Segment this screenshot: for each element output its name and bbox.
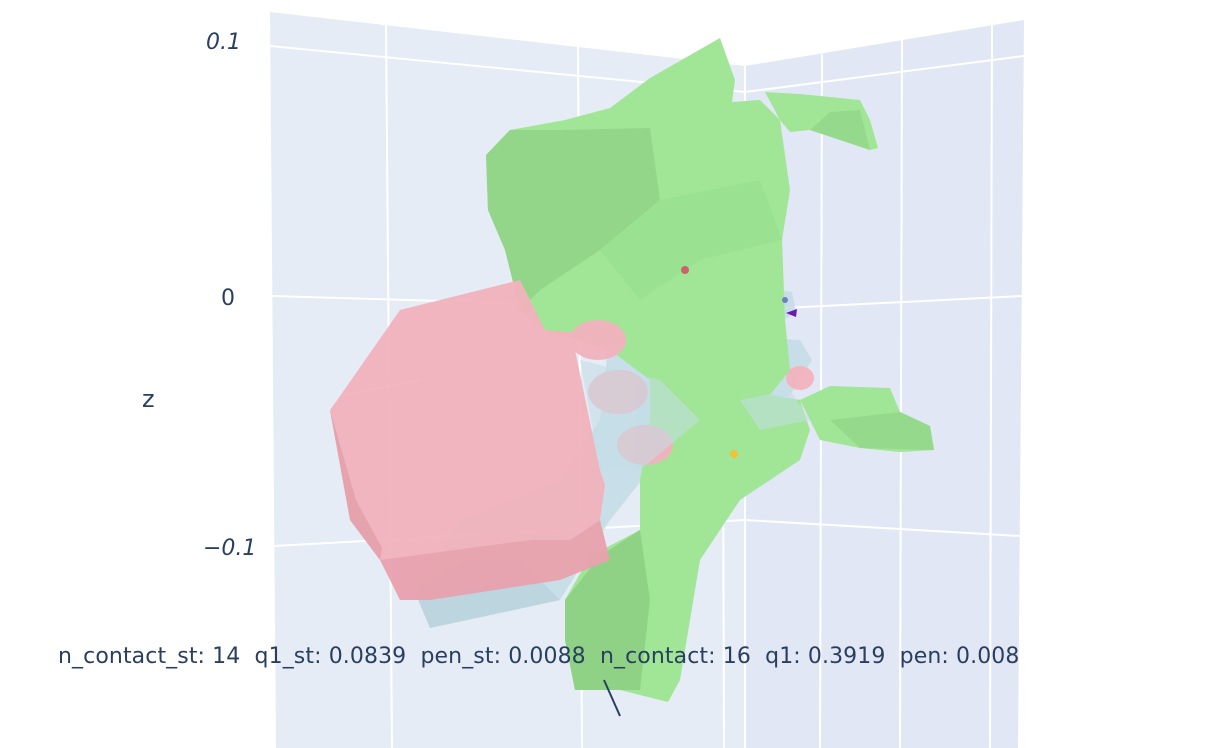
contact-marker-purple <box>786 309 797 317</box>
z-tick-label: 0 <box>221 286 235 311</box>
contact-marker-yellow <box>730 450 738 458</box>
z-axis-label: z <box>142 385 155 413</box>
side-pane <box>745 20 1024 748</box>
contact-stats-annotation: n_contact_st: 14 q1_st: 0.0839 pen_st: 0… <box>58 644 1020 669</box>
object-mesh <box>486 38 934 702</box>
z-tick-label: 0.1 <box>206 30 241 55</box>
z-tick-label: −0.1 <box>203 536 257 561</box>
axis-tick-mark <box>603 679 621 717</box>
hand-overlay <box>580 360 810 470</box>
contact-marker-blue <box>782 297 788 303</box>
contact-marker-red <box>681 266 689 274</box>
